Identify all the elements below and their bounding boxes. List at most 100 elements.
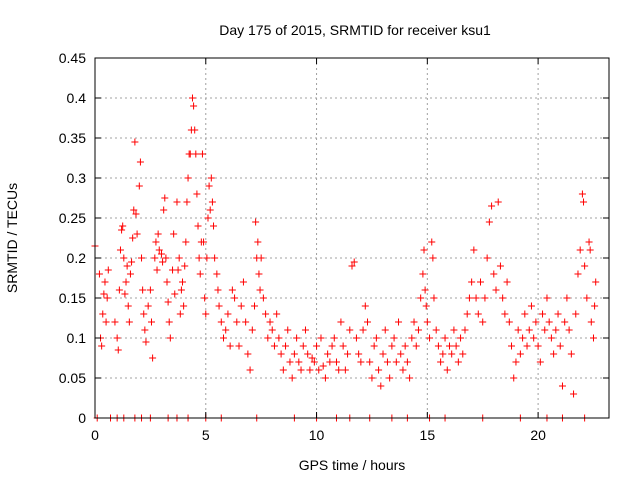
data-point <box>211 254 219 262</box>
data-point <box>131 138 139 146</box>
data-point <box>319 362 327 370</box>
data-point <box>293 334 301 342</box>
data-point <box>210 222 218 230</box>
data-point <box>254 238 262 246</box>
data-point <box>164 298 172 306</box>
data-point <box>448 350 456 358</box>
data-point <box>259 294 267 302</box>
axis-ticks: 0 0.05 0.1 0.15 0.2 0.25 0.3 0.35 0.4 0.45 0 5 10 15 2… <box>59 50 609 443</box>
data-point <box>191 126 199 134</box>
data-point <box>118 226 126 234</box>
data-point <box>179 278 187 286</box>
data-point <box>536 358 544 366</box>
data-point <box>421 286 429 294</box>
data-point <box>572 310 580 318</box>
data-point <box>147 318 155 326</box>
x-tick-label: 20 <box>530 427 546 443</box>
data-point <box>142 338 150 346</box>
data-point <box>304 350 312 358</box>
data-point <box>516 350 524 358</box>
data-point <box>587 318 595 326</box>
data-point <box>468 278 476 286</box>
data-point <box>450 326 458 334</box>
data-point <box>180 302 188 310</box>
data-point <box>144 302 152 310</box>
data-point <box>251 302 259 310</box>
data-point <box>235 342 243 350</box>
data-point <box>279 366 287 374</box>
data-point <box>95 270 103 278</box>
data-point <box>492 286 500 294</box>
data-point <box>242 318 250 326</box>
x-tick-label: 15 <box>420 427 436 443</box>
data-point <box>519 334 527 342</box>
data-point <box>366 358 374 366</box>
data-point <box>151 254 159 262</box>
data-point <box>355 350 363 358</box>
data-point <box>188 94 196 102</box>
data-point <box>130 206 138 214</box>
y-tick-label: 0.45 <box>59 50 86 66</box>
data-point <box>437 358 445 366</box>
data-point <box>591 302 599 310</box>
data-point <box>408 334 416 342</box>
data-point <box>403 358 411 366</box>
data-point <box>277 350 285 358</box>
data-point <box>183 198 191 206</box>
data-point <box>99 310 107 318</box>
data-point <box>390 334 398 342</box>
data-point <box>397 350 405 358</box>
data-point <box>328 342 336 350</box>
data-point <box>177 286 185 294</box>
data-point <box>348 262 356 270</box>
y-tick-label: 0.2 <box>67 250 87 266</box>
data-point <box>282 342 290 350</box>
data-point <box>204 214 212 222</box>
data-point <box>171 290 179 298</box>
data-point <box>581 262 589 270</box>
data-point <box>275 334 283 342</box>
data-point <box>392 358 400 366</box>
data-point <box>176 310 184 318</box>
data-point <box>420 246 428 254</box>
data-point <box>585 238 593 246</box>
data-point <box>194 222 202 230</box>
data-point <box>401 342 409 350</box>
data-point <box>547 334 555 342</box>
data-point <box>231 294 239 302</box>
data-point <box>102 318 110 326</box>
data-point <box>494 198 502 206</box>
data-point <box>508 342 516 350</box>
data-point <box>111 318 119 326</box>
data-point <box>457 334 465 342</box>
data-point <box>563 294 571 302</box>
data-point <box>104 266 112 274</box>
data-points <box>91 94 600 422</box>
data-point <box>226 342 234 350</box>
y-tick-label: 0 <box>78 410 86 426</box>
data-point <box>122 278 130 286</box>
data-point <box>576 246 584 254</box>
data-point <box>377 382 385 390</box>
data-point <box>321 374 329 382</box>
data-point <box>479 318 487 326</box>
data-point <box>200 238 208 246</box>
data-point <box>129 234 137 242</box>
data-point <box>264 334 272 342</box>
data-point <box>315 366 323 374</box>
data-point <box>443 366 451 374</box>
data-point <box>499 294 507 302</box>
y-tick-label: 0.25 <box>59 210 86 226</box>
data-point <box>428 238 436 246</box>
chart-title: Day 175 of 2015, SRMTID for receiver ksu… <box>219 22 491 38</box>
data-point <box>510 374 518 382</box>
data-point <box>153 266 161 274</box>
data-point <box>217 318 225 326</box>
data-point <box>434 342 442 350</box>
data-point <box>215 302 223 310</box>
data-point <box>297 366 305 374</box>
data-point <box>429 254 437 262</box>
data-point <box>567 350 575 358</box>
data-point <box>286 358 294 366</box>
